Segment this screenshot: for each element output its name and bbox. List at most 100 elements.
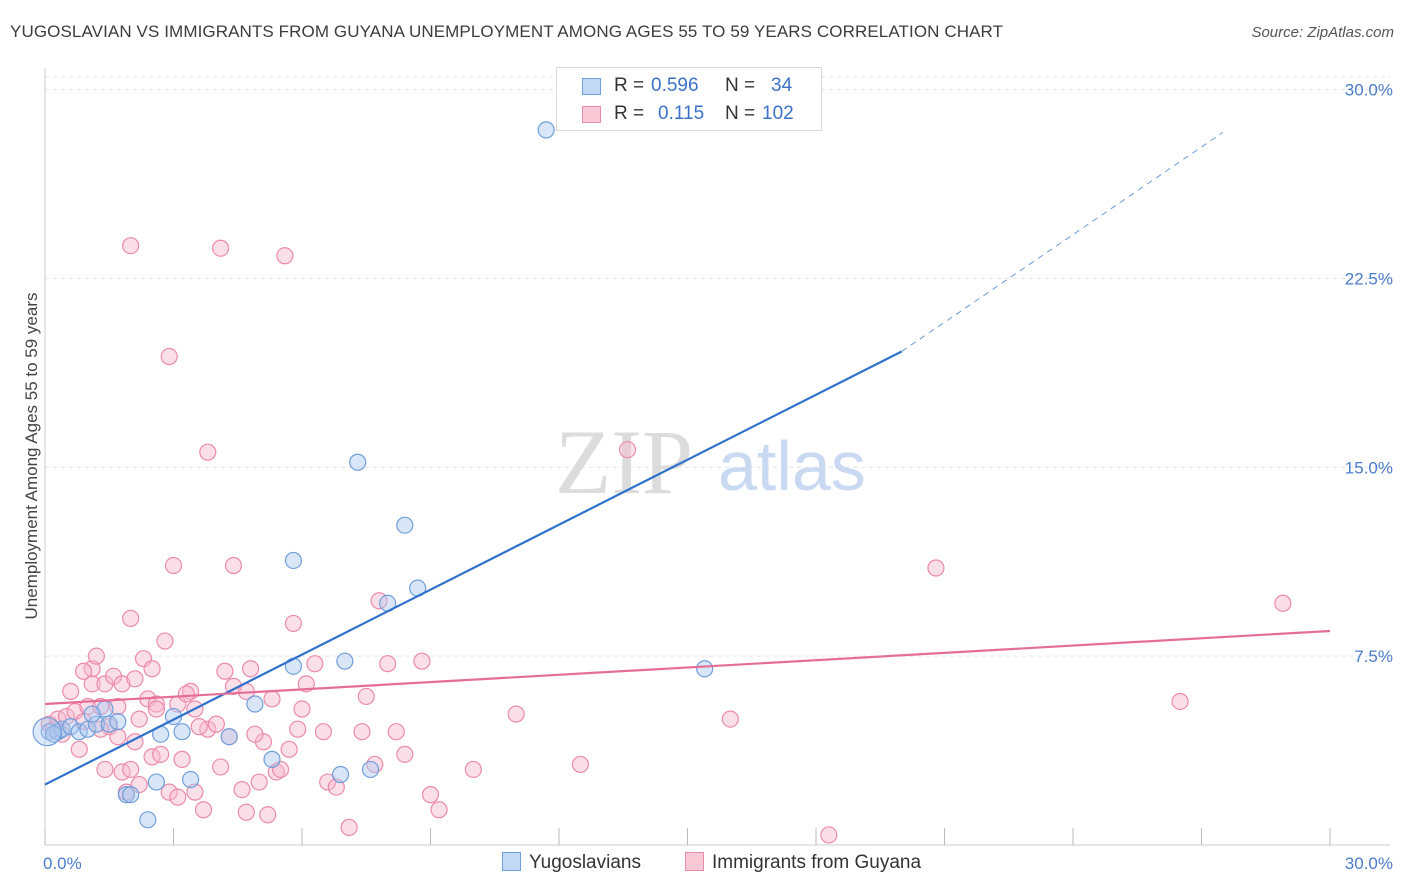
bottom-legend-swatch-blue: [502, 852, 521, 871]
guyana-point: [70, 740, 88, 758]
guyana-point: [130, 710, 148, 728]
yugoslavian-point: [139, 811, 157, 829]
yugoslavian-point: [263, 750, 281, 768]
yugoslavian-point: [87, 715, 106, 733]
yugoslavian-point: [122, 786, 140, 804]
guyana-point: [212, 758, 230, 776]
guyana-point: [259, 806, 277, 824]
yugoslavian-point: [44, 725, 63, 743]
yugoslavian-point: [147, 773, 165, 791]
guyana-point: [122, 237, 140, 255]
bottom-legend-swatch-pink: [685, 852, 704, 871]
guyana-point: [212, 239, 230, 257]
guyana-point: [113, 675, 131, 693]
guyana-point: [126, 670, 144, 688]
watermark: ZIP atlas: [555, 411, 866, 513]
guyana-point: [173, 750, 191, 768]
bottom-legend-guyana: Immigrants from Guyana: [685, 852, 921, 878]
guyana-point: [96, 760, 114, 779]
y-axis-label: Unemployment Among Ages 55 to 59 years: [22, 293, 41, 620]
yugoslavian-point: [117, 786, 135, 804]
yugoslavian-point: [284, 551, 303, 570]
yugoslavian-trend-extension: [901, 131, 1224, 352]
guyana-point: [194, 801, 213, 819]
guyana-point: [721, 710, 739, 728]
guyana-point: [387, 723, 405, 741]
yugoslavian-trend-line: [44, 350, 903, 786]
guyana-point: [618, 441, 637, 459]
guyana-point: [74, 662, 93, 680]
yugoslavian-point: [537, 121, 555, 139]
bottom-legend-label: Yugoslavians: [529, 852, 641, 873]
guyana-point: [571, 755, 590, 774]
guyana-point: [1274, 594, 1292, 612]
guyana-point: [109, 697, 127, 716]
guyana-point: [152, 745, 170, 763]
guyana-point: [1171, 692, 1189, 711]
legend-n-value: 102: [762, 103, 794, 124]
legend-r-value: 0.596: [651, 75, 699, 96]
legend-n-label: N =: [725, 103, 756, 124]
guyana-point: [177, 685, 195, 703]
yugoslavian-point: [32, 717, 62, 747]
guyana-point: [319, 773, 337, 791]
guyana-point: [263, 690, 281, 708]
guyana-point: [353, 723, 371, 741]
guyana-point: [927, 559, 945, 577]
legend-n-label: N =: [725, 75, 756, 96]
legend-swatch-pink: [582, 106, 601, 123]
watermark-atlas: atlas: [718, 427, 866, 505]
axes: [44, 68, 1390, 846]
legend-r-label: R =: [614, 103, 645, 124]
guyana-point: [413, 652, 431, 670]
guyana-point: [190, 718, 208, 736]
yugoslavian-point: [246, 695, 264, 713]
gridlines: [45, 76, 1390, 657]
yugoslavian-point: [109, 713, 127, 731]
y-tick-label: 7.5%: [1354, 647, 1393, 666]
guyana-point: [147, 695, 165, 713]
source-label: Source: ZipAtlas.com: [1251, 24, 1394, 41]
guyana-point: [314, 723, 333, 741]
yugoslavian-point: [331, 765, 350, 784]
guyana-point: [122, 760, 140, 779]
yugoslavian-point: [220, 728, 238, 746]
guyana-point: [207, 715, 225, 733]
legend-r-label: R =: [614, 75, 645, 96]
legend-row-guyana: R = 0.115 N = 102: [557, 100, 821, 128]
guyana-point: [250, 773, 268, 791]
guyana-point: [87, 647, 106, 665]
trend-lines: [44, 131, 1331, 786]
bottom-legend-yugoslavians: Yugoslavians: [502, 852, 641, 878]
guyana-point: [233, 781, 251, 799]
legend-swatch-blue: [582, 78, 601, 95]
yugoslavian-point: [396, 516, 414, 534]
guyana-point: [507, 705, 525, 723]
guyana-point: [242, 660, 260, 678]
guyana-point: [109, 728, 127, 746]
bottom-legend-label: Immigrants from Guyana: [712, 852, 922, 873]
chart-title: YUGOSLAVIAN VS IMMIGRANTS FROM GUYANA UN…: [10, 22, 1004, 41]
guyana-point: [199, 443, 217, 461]
guyana-trend-line: [44, 629, 1331, 706]
correlation-legend: R = 0.596 N = 34 R = 0.115 N = 102: [556, 67, 822, 131]
x-tick-label: 30.0%: [1345, 854, 1393, 873]
yugoslavian-point: [62, 718, 80, 736]
guyana-point: [421, 786, 440, 804]
y-tick-label: 22.5%: [1345, 269, 1393, 288]
yugoslavian-point: [361, 760, 380, 779]
y-tick-label: 15.0%: [1345, 458, 1393, 477]
guyana-point: [224, 556, 243, 575]
watermark-zip: ZIP: [555, 411, 693, 513]
yugoslavian-point: [182, 770, 200, 789]
guyana-point: [284, 614, 303, 633]
guyana-point: [276, 247, 294, 265]
guyana-point: [143, 660, 161, 678]
yugoslavian-point: [173, 723, 191, 741]
guyana-point: [306, 655, 324, 673]
yugoslavian-point: [83, 705, 101, 723]
guyana-point: [293, 700, 311, 718]
guyana-point: [122, 609, 140, 627]
legend-n-value: 34: [771, 75, 793, 96]
